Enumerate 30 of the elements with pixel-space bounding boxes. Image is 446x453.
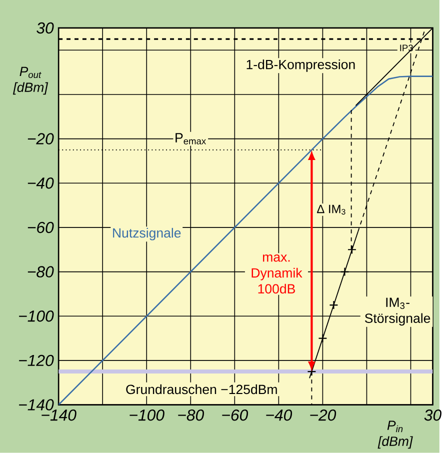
text: IM$_{3}$-Störsignale [364, 298, 430, 326]
x-tick-label: −40 [266, 409, 292, 421]
y-tick-label: −100 [19, 310, 54, 322]
x-axis-title: P$_{in}$ [dBm] [378, 420, 413, 449]
x-tick-label: −20 [310, 409, 336, 421]
y-tick-label: −20 [28, 133, 54, 144]
annotation: max. Dynamik 100dB [252, 254, 302, 294]
ref-line-label: Grundrauschen −125dBm [126, 384, 277, 394]
annotation: Δ IM$_{3}$ [317, 204, 346, 215]
ref-line-label: IP3 [400, 44, 413, 52]
text: Nutzsignale [113, 228, 181, 240]
x-tick-label: −80 [178, 409, 204, 421]
point [340, 267, 350, 276]
line-series [58, 76, 433, 405]
y-axis-title: P$_{out}$ [dBm] [12, 66, 48, 95]
y-tick-label: 30 [36, 22, 54, 34]
x-tick-label: −60 [222, 409, 248, 421]
point [347, 245, 356, 254]
x-tick-label: −100 [130, 409, 164, 421]
annotation: P$_{emax}$ [176, 133, 206, 144]
x-tick-label: 30 [424, 409, 442, 421]
point [318, 334, 328, 343]
point [329, 300, 338, 310]
annotation: 1-dB-Kompression [246, 59, 355, 72]
y-tick-label: −120 [19, 354, 54, 366]
y-tick-label: −40 [28, 177, 54, 189]
y-tick-label: −80 [28, 266, 54, 278]
y-tick-label: −60 [28, 222, 54, 234]
y-tick-label: −140 [19, 399, 54, 410]
x-tick-label: −140 [42, 409, 76, 421]
